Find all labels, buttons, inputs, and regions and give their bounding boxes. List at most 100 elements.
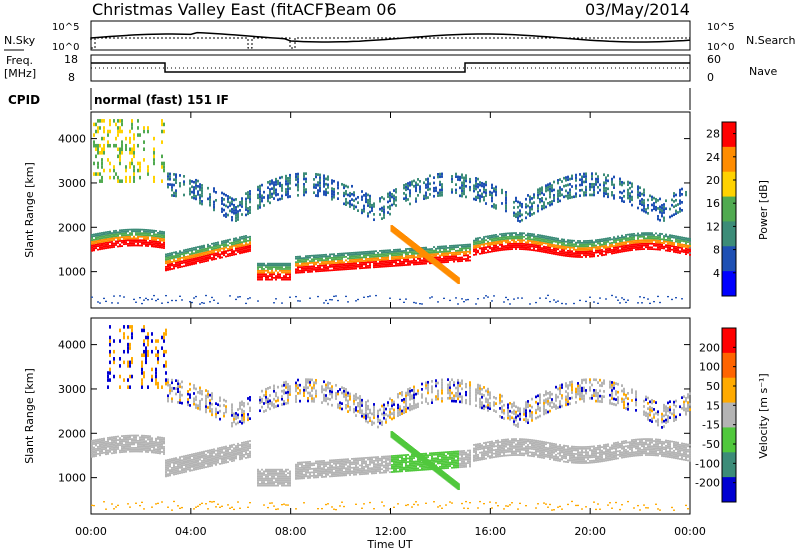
velocity-cell xyxy=(101,449,103,451)
power-cell xyxy=(575,254,577,256)
power-cell xyxy=(457,257,459,259)
power-cell xyxy=(419,261,421,263)
power-cell xyxy=(455,191,457,194)
velocity-cell xyxy=(229,455,231,457)
power-cell xyxy=(99,144,101,148)
power-cell xyxy=(469,178,471,181)
power-cell xyxy=(405,259,407,261)
power-cell xyxy=(497,243,499,245)
power-cell xyxy=(363,262,365,264)
power-cell xyxy=(369,195,371,198)
power-cell xyxy=(355,261,357,263)
power-cell xyxy=(573,252,575,254)
power-cell xyxy=(359,266,361,268)
power-cell xyxy=(231,216,233,219)
power-cell xyxy=(207,258,209,260)
power-cell xyxy=(525,241,527,243)
power-cell xyxy=(353,205,355,208)
power-cell xyxy=(107,235,109,237)
power-cell xyxy=(681,201,683,204)
power-cell xyxy=(527,233,529,235)
power-cell xyxy=(183,260,185,262)
power-cell xyxy=(507,240,509,242)
velocity-cell xyxy=(155,353,157,357)
power-cell xyxy=(367,267,369,269)
power-cell xyxy=(395,188,397,191)
power-cell xyxy=(469,244,471,246)
power-cell xyxy=(617,243,619,245)
power-cell xyxy=(539,201,541,204)
power-cell xyxy=(485,192,487,195)
power-cell xyxy=(153,235,155,237)
velocity-cell xyxy=(123,336,125,340)
power-cell xyxy=(167,260,169,262)
velocity-cell xyxy=(121,441,123,443)
velocity-cell xyxy=(121,451,123,453)
power-cell xyxy=(151,230,153,232)
power-cell xyxy=(475,254,477,256)
velocity-cell xyxy=(121,435,123,437)
power-cell xyxy=(247,245,249,247)
power-cell xyxy=(319,187,321,190)
power-cell xyxy=(637,302,639,303)
power-cell xyxy=(373,213,375,216)
power-cell xyxy=(637,233,639,235)
power-cell xyxy=(379,261,381,263)
velocity-cell xyxy=(187,460,189,462)
power-cell xyxy=(201,189,203,192)
power-cell xyxy=(155,300,157,301)
power-cell xyxy=(397,263,399,265)
power-cell xyxy=(551,240,553,242)
power-cell xyxy=(655,240,657,242)
velocity-cell xyxy=(175,463,177,465)
power-cell xyxy=(367,258,369,260)
power-cell xyxy=(363,205,365,208)
velocity-cell xyxy=(147,385,149,389)
power-cell xyxy=(435,250,437,252)
power-cell xyxy=(369,261,371,263)
power-cell xyxy=(509,232,511,234)
power-cell xyxy=(441,258,443,260)
power-cell xyxy=(233,204,235,207)
power-cell xyxy=(673,235,675,237)
velocity-cell xyxy=(113,375,115,379)
power-cell xyxy=(537,247,539,249)
power-cell xyxy=(247,243,249,245)
power-cell xyxy=(669,238,671,240)
power-cell xyxy=(109,247,111,249)
power-cell xyxy=(613,240,615,242)
power-cell xyxy=(423,197,425,200)
power-cell xyxy=(637,196,639,199)
power-cell xyxy=(297,256,299,258)
power-cell xyxy=(591,245,593,247)
power-cell xyxy=(653,248,655,250)
velocity-cell xyxy=(231,460,233,462)
power-cell xyxy=(379,262,381,264)
power-cell xyxy=(321,254,323,256)
power-cell xyxy=(543,248,545,250)
velocity-cell xyxy=(195,406,197,409)
power-cell xyxy=(607,246,609,248)
power-cell xyxy=(333,191,335,194)
power-cell xyxy=(591,175,593,178)
power-cell xyxy=(581,247,583,249)
power-cell xyxy=(631,190,633,193)
power-cell xyxy=(301,268,303,270)
power-cell xyxy=(147,245,149,247)
power-cell xyxy=(173,261,175,263)
velocity-cell xyxy=(173,470,175,472)
power-cell xyxy=(323,254,325,256)
power-cell xyxy=(655,233,657,235)
velocity-cell xyxy=(193,469,195,471)
power-cell xyxy=(623,250,625,252)
power-cell xyxy=(511,239,513,241)
power-cell xyxy=(339,255,341,257)
power-cell xyxy=(521,243,523,245)
power-cell xyxy=(607,239,609,241)
velocity-cell xyxy=(117,448,119,450)
power-cell xyxy=(605,190,607,193)
power-cell xyxy=(461,248,463,250)
velocity-cell xyxy=(159,451,161,453)
velocity-cell xyxy=(123,332,125,336)
power-cell xyxy=(455,255,457,257)
